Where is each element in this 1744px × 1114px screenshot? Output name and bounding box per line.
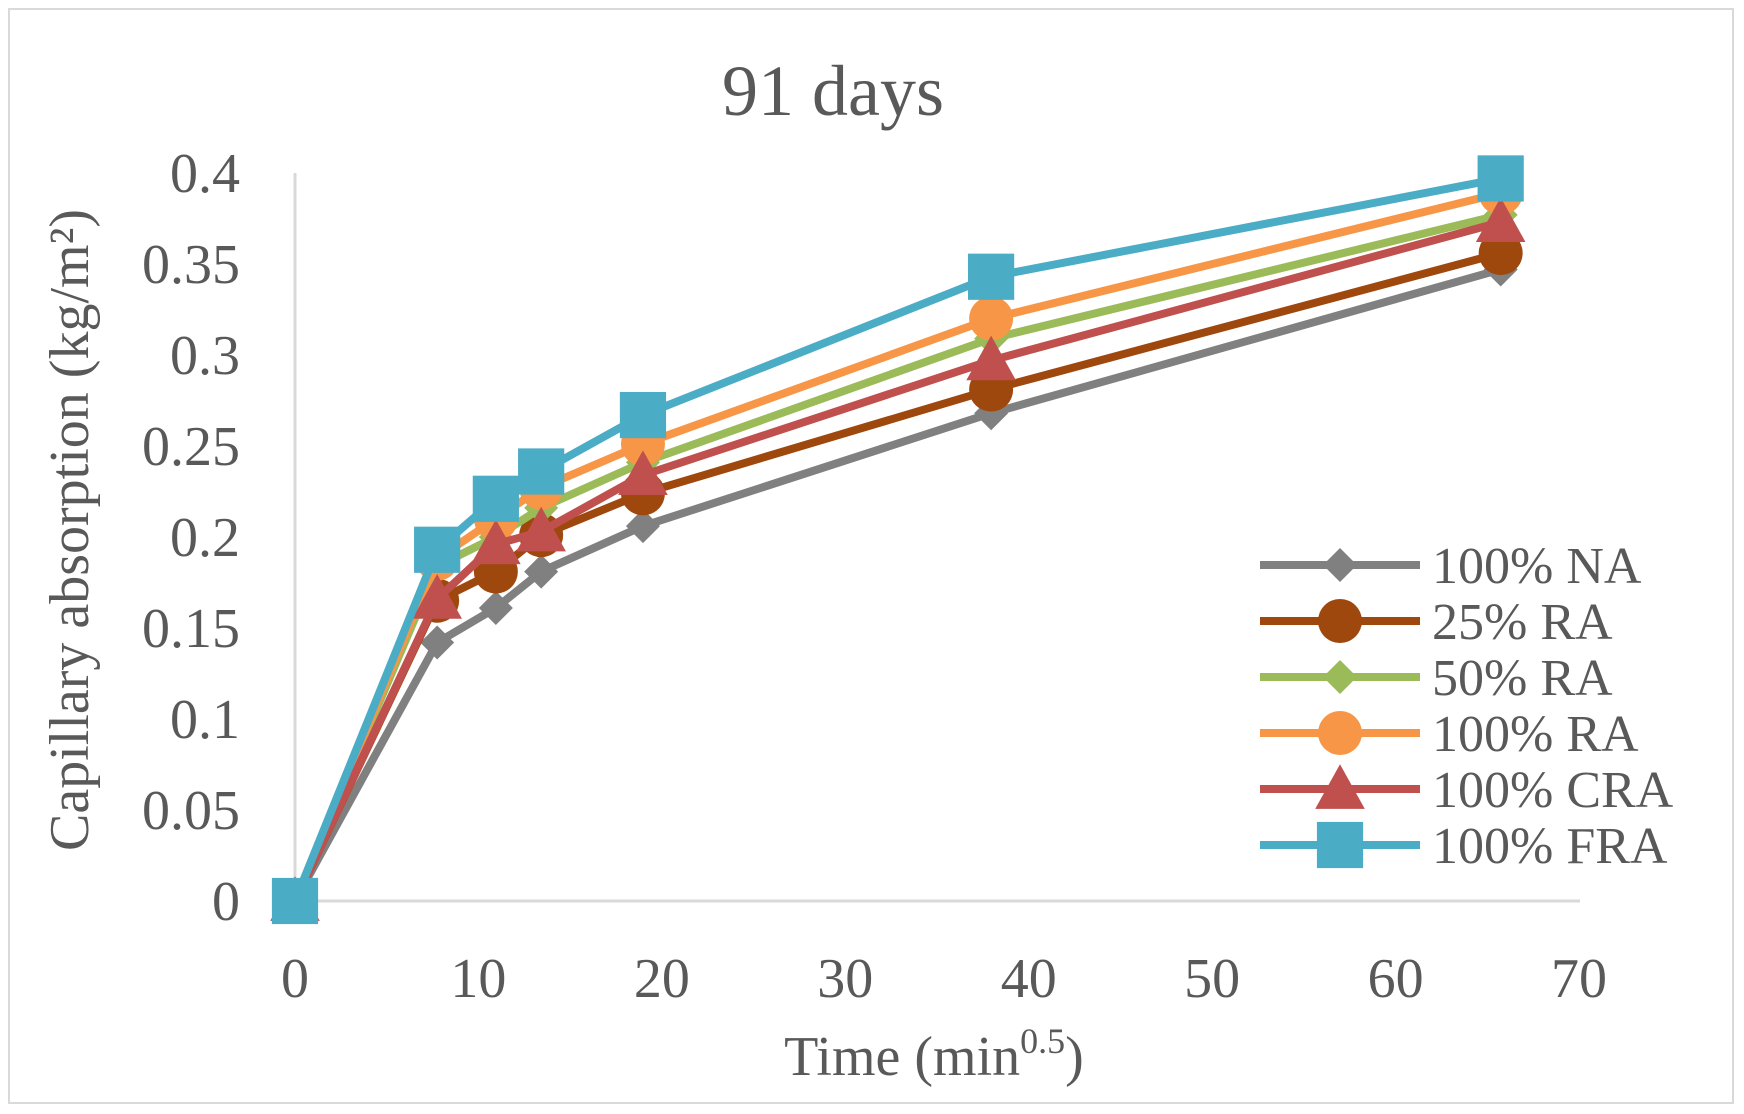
y-axis-title: Capillary absorption (kg/m²): [39, 209, 101, 851]
data-point: [969, 296, 1014, 341]
data-point: [619, 391, 667, 439]
x-tick-label: 30: [817, 948, 873, 1010]
y-tick-label: 0.05: [142, 780, 240, 842]
legend-marker: [1316, 821, 1364, 869]
series-100-na: [278, 252, 1518, 918]
legend-item: 100% NA: [1260, 538, 1642, 595]
axes: 0 10 20 30 40 50 60 70 0 0.05 0.1 0.15 0.2 0.25 0.3 0.3…: [142, 143, 1607, 1010]
y-tick-label: 0.35: [142, 234, 240, 296]
legend-marker: [1323, 548, 1357, 582]
data-point: [1478, 231, 1523, 276]
legend-marker: [1318, 599, 1362, 643]
legend-label: 50% RA: [1432, 650, 1613, 707]
data-point: [420, 625, 455, 660]
data-point: [518, 448, 565, 495]
x-tick-label: 50: [1184, 948, 1240, 1010]
y-tick-label: 0.15: [142, 598, 240, 660]
data-point: [966, 335, 1016, 381]
y-tick-label: 0.25: [142, 416, 240, 478]
series-100-fra: [271, 155, 1524, 925]
chart-title: 91 days: [722, 51, 944, 131]
data-point: [968, 253, 1015, 300]
legend-marker: [1318, 711, 1362, 755]
y-tick-label: 0.3: [170, 325, 240, 387]
data-point: [625, 509, 660, 544]
data-point: [471, 519, 521, 565]
legend-item: 100% RA: [1260, 706, 1639, 763]
legend-marker: [1315, 764, 1365, 809]
x-axis-title-main: Time (min: [784, 1026, 1020, 1088]
legend-label: 100% FRA: [1432, 818, 1668, 875]
data-point: [478, 590, 513, 625]
x-axis-title: Time (min0.5): [784, 1021, 1084, 1088]
series-100-ra: [273, 171, 1523, 923]
data-point: [1475, 197, 1526, 242]
data-point: [472, 475, 519, 522]
legend-item: 100% FRA: [1260, 818, 1668, 875]
legend-label: 100% CRA: [1432, 762, 1674, 819]
x-tick-label: 70: [1551, 948, 1607, 1010]
series-layer: [270, 155, 1526, 925]
data-point: [516, 506, 566, 552]
legend-item: 50% RA: [1260, 650, 1613, 707]
legend-item: 25% RA: [1260, 594, 1613, 651]
legend-item: 100% CRA: [1260, 762, 1674, 819]
data-point: [1477, 155, 1524, 202]
legend-label: 25% RA: [1432, 594, 1613, 651]
data-point: [271, 877, 319, 925]
x-tick-label: 60: [1368, 948, 1424, 1010]
legend-label: 100% RA: [1432, 706, 1639, 763]
data-point: [618, 450, 668, 495]
x-axis-title-superscript: 0.5: [1020, 1021, 1065, 1061]
data-point: [524, 554, 559, 589]
legend-marker: [1323, 660, 1357, 694]
legend-label: 100% NA: [1432, 538, 1642, 595]
x-axis-title-close: ): [1065, 1026, 1084, 1088]
y-tick-label: 0: [212, 871, 240, 933]
y-tick-label: 0.2: [170, 507, 240, 569]
x-tick-label: 10: [450, 948, 506, 1010]
x-tick-label: 20: [634, 948, 690, 1010]
data-point: [412, 574, 462, 619]
x-tick-label: 0: [281, 948, 309, 1010]
y-tick-label: 0.4: [170, 143, 240, 205]
y-tick-label: 0.1: [170, 689, 240, 751]
data-point: [414, 526, 461, 573]
x-tick-label: 40: [1001, 948, 1057, 1010]
